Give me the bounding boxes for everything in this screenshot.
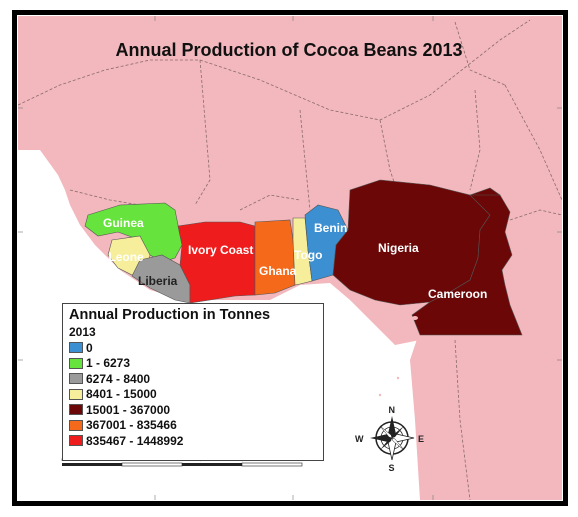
legend-item: 1 - 6273	[69, 356, 317, 372]
island-sao-tome	[378, 393, 382, 397]
label-ghana: Ghana	[259, 264, 297, 278]
legend-swatch	[69, 419, 83, 431]
legend-label: 835467 - 1448992	[86, 433, 184, 448]
legend-swatch	[69, 342, 83, 354]
label-guinea: Guinea	[103, 216, 144, 230]
legend-item: 8401 - 15000	[69, 387, 317, 403]
label-liberia: Liberia	[138, 274, 178, 288]
island-principe	[396, 376, 400, 380]
legend-label: 1 - 6273	[86, 356, 131, 371]
legend-label: 15001 - 367000	[86, 402, 171, 417]
country-ghana	[254, 219, 296, 296]
country-cameroon	[411, 194, 523, 336]
island-bioko	[412, 316, 418, 320]
label-togo: Togo	[294, 248, 322, 262]
compass-rose: N S E W	[355, 405, 424, 473]
compass-north: N	[389, 405, 396, 415]
legend-item: 0	[69, 340, 317, 356]
legend-label: 8401 - 15000	[86, 387, 157, 402]
label-nigeria: Nigeria	[378, 241, 419, 255]
label-cameroon: Cameroon	[428, 287, 487, 301]
legend-label: 6274 - 8400	[86, 371, 151, 386]
legend-swatch	[69, 373, 83, 385]
legend-item: 367001 - 835466	[69, 418, 317, 434]
legend-item: 15001 - 367000	[69, 402, 317, 418]
country-ivory-coast	[177, 221, 256, 304]
legend-title: Annual Production in Tonnes	[69, 307, 271, 323]
legend-swatch	[69, 388, 83, 400]
land-south	[410, 330, 562, 500]
label-sierra-leone: Sierra Leone	[71, 250, 144, 264]
label-benin: Benin	[314, 221, 347, 235]
compass-east: E	[418, 434, 424, 444]
legend-swatch	[69, 404, 83, 416]
legend-swatch	[69, 357, 83, 369]
legend: Annual Production in Tonnes 2013 0 1 - 6…	[62, 303, 324, 461]
legend-year: 2013	[69, 325, 96, 339]
legend-item: 835467 - 1448992	[69, 433, 317, 449]
legend-label: 367001 - 835466	[86, 418, 177, 433]
compass-west: W	[355, 434, 364, 444]
legend-item: 6274 - 8400	[69, 371, 317, 387]
label-ivory-coast: Ivory Coast	[188, 243, 253, 257]
graticule-ticks	[18, 16, 562, 500]
legend-swatch	[69, 435, 83, 447]
compass-south: S	[389, 463, 395, 473]
map-title: Annual Production of Cocoa Beans 2013	[115, 40, 463, 60]
legend-label: 0	[86, 340, 93, 355]
